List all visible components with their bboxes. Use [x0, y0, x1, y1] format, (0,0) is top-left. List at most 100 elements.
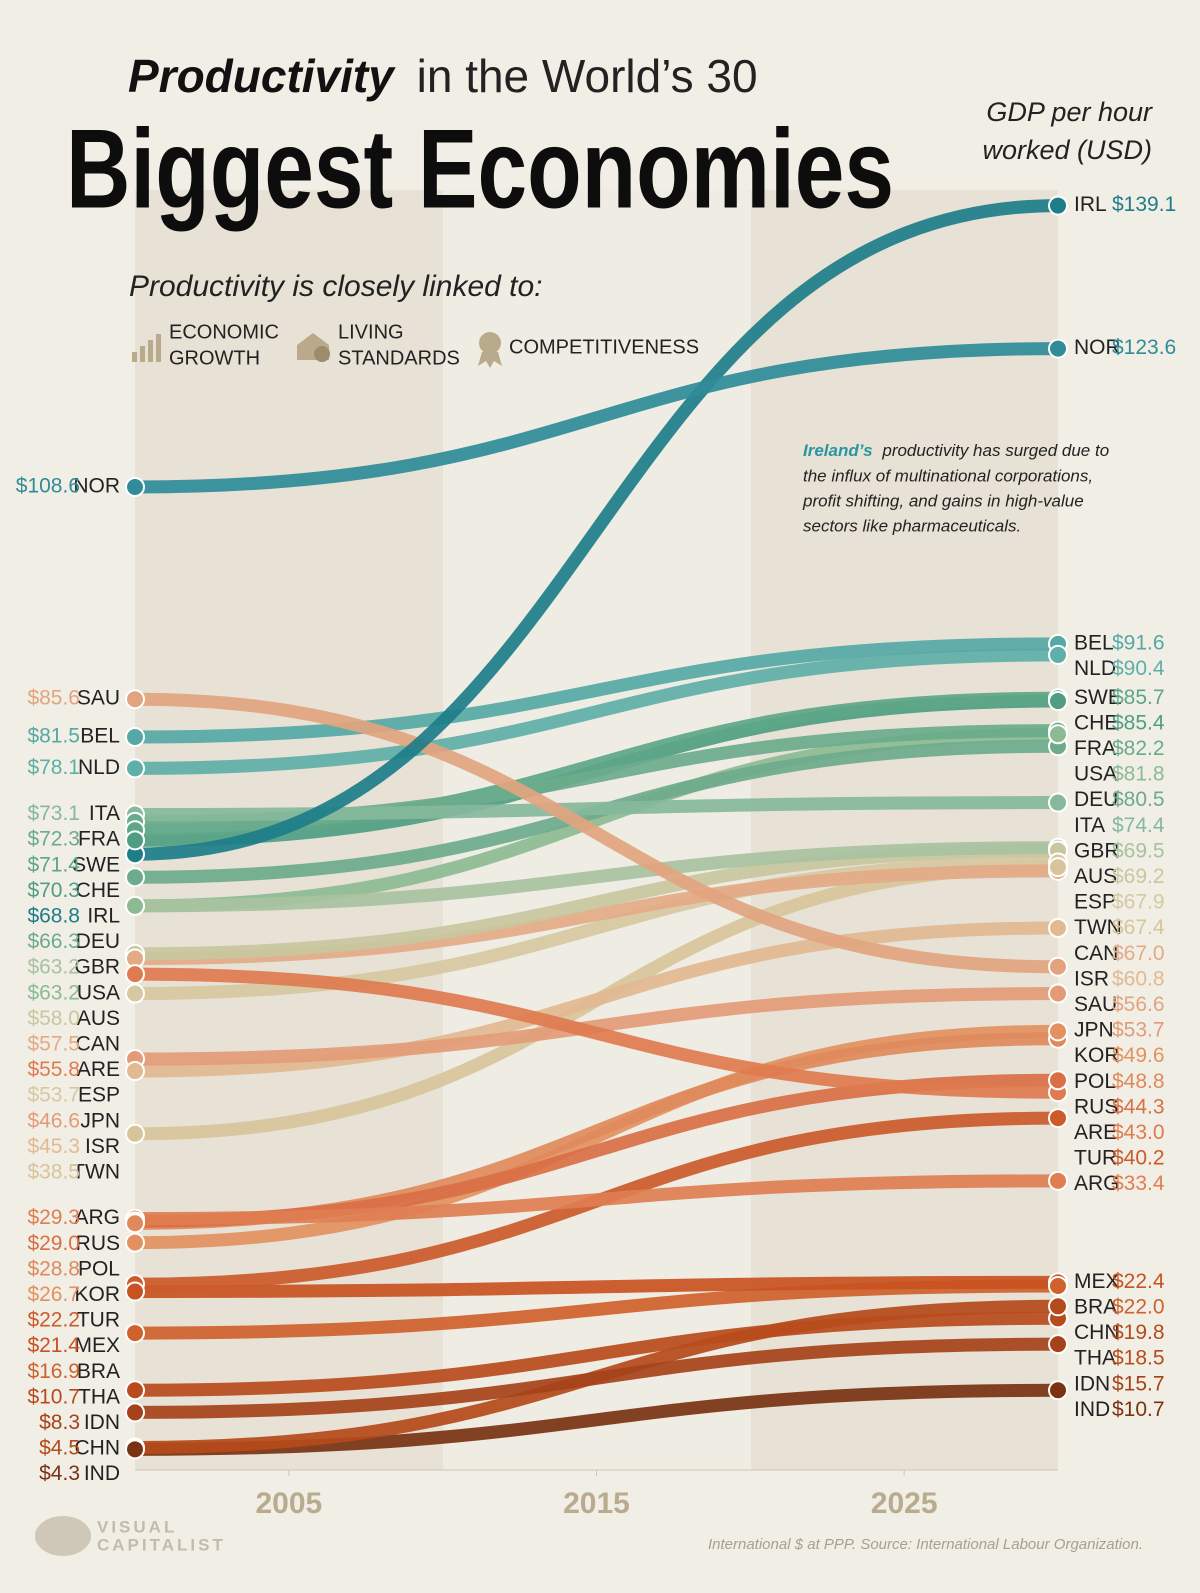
country-label: CAN — [1074, 942, 1118, 965]
annotation-text: profit shifting, and gains in high-value — [802, 491, 1084, 510]
ribbon — [134, 1383, 1059, 1456]
country-label: IRL — [1074, 193, 1107, 216]
value-label: $29.0 — [27, 1232, 80, 1255]
country-label: BRA — [77, 1360, 120, 1383]
value-label: $44.3 — [1112, 1095, 1165, 1118]
flag-marker — [125, 1061, 145, 1082]
country-label: MEX — [74, 1334, 120, 1357]
flag-marker — [125, 689, 145, 710]
ribbon — [134, 987, 1059, 1066]
theme-label: ECONOMIC — [169, 321, 279, 343]
ribbons — [134, 199, 1059, 1456]
country-label: CHN — [1074, 1321, 1120, 1344]
theme-label: GROWTH — [169, 347, 260, 369]
value-label: $43.0 — [1112, 1121, 1165, 1144]
title-lead: Productivity — [128, 50, 396, 102]
country-label: THA — [78, 1385, 120, 1408]
value-label: $56.6 — [1112, 993, 1165, 1016]
value-label: $63.2 — [27, 956, 80, 979]
value-label: $29.3 — [27, 1206, 80, 1229]
country-label: ITA — [89, 802, 120, 825]
flag-marker — [1048, 1334, 1068, 1355]
subtitle: Productivity is closely linked to: — [129, 270, 543, 303]
flag-marker — [1048, 724, 1068, 745]
theme-label: LIVING — [338, 321, 404, 343]
ribbon — [134, 841, 1059, 913]
flag-marker — [1048, 338, 1068, 359]
value-label: $69.2 — [1112, 865, 1165, 888]
icon — [132, 352, 137, 362]
value-label: $85.6 — [27, 687, 80, 710]
x-tick-label: 2005 — [255, 1487, 322, 1520]
labels: NOR$108.6SAU$85.6BEL$81.5NLD$78.1ITA$73.… — [16, 193, 1176, 1485]
value-label: $26.7 — [27, 1283, 80, 1306]
flag-marker — [1048, 1296, 1068, 1317]
country-label: IND — [84, 1462, 120, 1485]
value-label: $18.5 — [1112, 1347, 1165, 1370]
value-label: $10.7 — [27, 1385, 80, 1408]
country-label: SAU — [1074, 993, 1117, 1016]
value-label: $16.9 — [27, 1360, 80, 1383]
theme-label: STANDARDS — [338, 347, 460, 369]
flag-marker — [125, 983, 145, 1004]
value-label: $81.5 — [27, 725, 80, 748]
country-label: RUS — [76, 1232, 120, 1255]
flag-marker — [1048, 1070, 1068, 1091]
country-label: AUS — [77, 1007, 120, 1030]
flag-marker — [1048, 1021, 1068, 1042]
value-label: $38.5 — [27, 1160, 80, 1183]
flag-marker — [125, 1281, 145, 1302]
country-label: POL — [1074, 1070, 1116, 1093]
themes: ECONOMIC GROWTH LIVING STANDARDS COMPETITIVE… — [169, 321, 699, 369]
country-label: GBR — [1074, 839, 1120, 862]
value-label: $28.8 — [27, 1257, 80, 1280]
value-label: $60.8 — [1112, 967, 1165, 990]
country-label: GBR — [74, 956, 120, 979]
value-label: $8.3 — [39, 1411, 80, 1434]
flag-marker — [125, 476, 145, 497]
country-label: TWN — [1074, 916, 1122, 939]
country-label: IRL — [87, 904, 120, 927]
value-label: $55.8 — [27, 1058, 80, 1081]
country-label: IDN — [84, 1411, 120, 1434]
country-label: NOR — [1074, 336, 1121, 359]
annotation-line: Ireland’s productivity has surged due to — [803, 441, 1109, 460]
flag-marker — [125, 1439, 145, 1460]
value-label: $57.5 — [27, 1032, 80, 1055]
value-label: $123.6 — [1112, 336, 1176, 359]
flag-marker — [1048, 1380, 1068, 1401]
flag-marker — [1048, 1276, 1068, 1297]
country-label: ARG — [74, 1206, 120, 1229]
flag-marker — [125, 1323, 145, 1344]
flag-marker — [125, 1380, 145, 1401]
country-label: NOR — [73, 475, 120, 498]
country-label: BEL — [1074, 631, 1114, 654]
value-label: $22.2 — [27, 1309, 80, 1332]
country-label: JPN — [80, 1109, 120, 1132]
country-label: CAN — [76, 1032, 120, 1055]
flag-marker — [125, 1232, 145, 1253]
ribbon — [134, 637, 1059, 744]
value-label: $4.5 — [39, 1437, 80, 1460]
flag-marker — [1048, 195, 1068, 216]
annotation-highlight: Ireland’s — [803, 441, 873, 460]
country-label: CHN — [75, 1437, 121, 1460]
flag-marker — [1048, 956, 1068, 977]
ribbon — [134, 1311, 1059, 1397]
flag-marker — [1048, 644, 1068, 665]
country-label: CHE — [76, 879, 120, 902]
country-label: FRA — [1074, 737, 1116, 760]
value-label: $139.1 — [1112, 193, 1176, 216]
value-label: $81.8 — [1112, 763, 1165, 786]
country-label: TWN — [72, 1160, 120, 1183]
country-label: IND — [1074, 1398, 1110, 1421]
flag-marker — [125, 867, 145, 888]
brand-text: VISUAL — [97, 1517, 177, 1536]
ribbon — [134, 692, 1059, 974]
title-line: Productivity in the World’s 30 — [128, 50, 758, 102]
ribbon — [134, 648, 1059, 775]
flag-marker — [1048, 983, 1068, 1004]
country-label: DEU — [76, 930, 120, 953]
value-label: $67.0 — [1112, 942, 1165, 965]
